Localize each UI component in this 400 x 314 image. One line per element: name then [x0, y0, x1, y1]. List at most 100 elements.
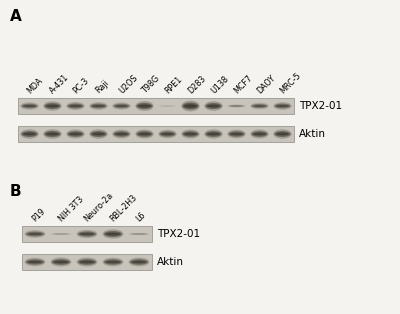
Ellipse shape: [161, 133, 174, 135]
Ellipse shape: [80, 261, 94, 263]
Ellipse shape: [276, 105, 289, 107]
Text: A-431: A-431: [48, 72, 71, 95]
Ellipse shape: [46, 105, 59, 107]
Text: MCF7: MCF7: [232, 73, 254, 95]
Text: P19: P19: [31, 206, 48, 223]
Ellipse shape: [69, 133, 82, 135]
Ellipse shape: [44, 103, 60, 109]
Bar: [18, 98, 294, 114]
Ellipse shape: [43, 101, 62, 111]
Ellipse shape: [102, 257, 123, 266]
Ellipse shape: [160, 131, 176, 137]
Ellipse shape: [90, 131, 106, 137]
Text: A: A: [10, 9, 22, 24]
Ellipse shape: [228, 131, 244, 137]
Ellipse shape: [44, 131, 60, 137]
Ellipse shape: [68, 104, 84, 109]
Ellipse shape: [114, 131, 130, 137]
Ellipse shape: [136, 131, 152, 137]
Text: PC-3: PC-3: [71, 76, 90, 95]
Ellipse shape: [129, 257, 150, 267]
Ellipse shape: [207, 133, 220, 135]
Ellipse shape: [228, 105, 244, 107]
Ellipse shape: [92, 105, 105, 107]
Text: Aktin: Aktin: [299, 129, 326, 139]
Text: RBL-2H3: RBL-2H3: [109, 192, 139, 223]
Ellipse shape: [23, 105, 36, 107]
Ellipse shape: [25, 258, 46, 266]
Ellipse shape: [20, 102, 39, 110]
Ellipse shape: [66, 129, 85, 138]
Ellipse shape: [252, 131, 268, 137]
Ellipse shape: [158, 130, 177, 138]
Ellipse shape: [206, 131, 222, 137]
Ellipse shape: [68, 131, 84, 137]
Ellipse shape: [22, 131, 38, 137]
Text: TPX2-01: TPX2-01: [157, 229, 200, 239]
Text: U138: U138: [209, 74, 230, 95]
Ellipse shape: [115, 105, 128, 107]
Ellipse shape: [28, 261, 42, 263]
Ellipse shape: [26, 232, 44, 236]
Bar: [22, 226, 152, 242]
Text: U2OS: U2OS: [117, 73, 140, 95]
Ellipse shape: [77, 230, 98, 238]
Ellipse shape: [135, 101, 154, 111]
Ellipse shape: [22, 104, 38, 108]
Text: Raji: Raji: [94, 78, 111, 95]
Ellipse shape: [204, 129, 223, 139]
Ellipse shape: [92, 133, 105, 135]
Ellipse shape: [207, 105, 220, 107]
Text: Neuro-2a: Neuro-2a: [83, 190, 115, 223]
Ellipse shape: [181, 100, 200, 111]
Ellipse shape: [23, 133, 36, 135]
Text: MRC-5: MRC-5: [278, 71, 303, 95]
Ellipse shape: [184, 133, 197, 135]
Ellipse shape: [106, 261, 120, 263]
Ellipse shape: [80, 233, 94, 235]
Ellipse shape: [135, 129, 154, 138]
Text: Aktin: Aktin: [157, 257, 184, 267]
Ellipse shape: [230, 133, 243, 135]
Ellipse shape: [227, 104, 246, 108]
Ellipse shape: [132, 261, 146, 263]
Ellipse shape: [115, 133, 128, 135]
Ellipse shape: [274, 104, 290, 108]
Ellipse shape: [43, 129, 62, 139]
Ellipse shape: [25, 230, 46, 238]
Bar: [18, 126, 294, 142]
Ellipse shape: [89, 102, 108, 110]
Ellipse shape: [106, 233, 120, 236]
Ellipse shape: [112, 130, 131, 138]
Ellipse shape: [204, 101, 223, 111]
Ellipse shape: [276, 133, 289, 135]
Ellipse shape: [138, 133, 151, 135]
Ellipse shape: [182, 103, 198, 109]
Bar: [22, 254, 152, 270]
Ellipse shape: [52, 233, 70, 235]
Text: L6: L6: [135, 210, 148, 223]
Text: B: B: [10, 184, 22, 199]
Ellipse shape: [250, 103, 269, 109]
Ellipse shape: [28, 233, 42, 235]
Ellipse shape: [130, 233, 148, 235]
Ellipse shape: [206, 103, 222, 109]
Ellipse shape: [52, 259, 70, 265]
Ellipse shape: [273, 102, 292, 110]
Ellipse shape: [130, 259, 148, 265]
Ellipse shape: [273, 129, 292, 139]
Ellipse shape: [129, 233, 150, 235]
Ellipse shape: [181, 129, 200, 138]
Ellipse shape: [138, 105, 151, 108]
Text: NIH 3T3: NIH 3T3: [57, 195, 85, 223]
Ellipse shape: [50, 233, 72, 235]
Ellipse shape: [184, 104, 197, 108]
Ellipse shape: [104, 231, 122, 237]
Text: TPX2-01: TPX2-01: [299, 101, 342, 111]
Ellipse shape: [20, 129, 39, 139]
Ellipse shape: [182, 131, 198, 137]
Ellipse shape: [54, 261, 68, 263]
Text: D283: D283: [186, 73, 208, 95]
Ellipse shape: [89, 129, 108, 139]
Text: MDA: MDA: [25, 76, 44, 95]
